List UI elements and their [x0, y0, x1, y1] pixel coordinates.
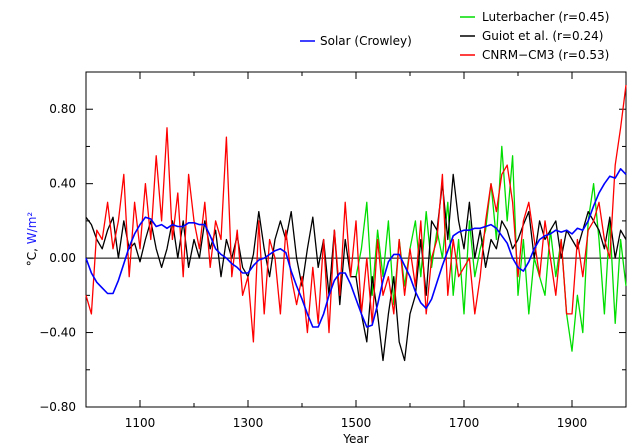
x-tick-label: 1500 [341, 416, 372, 430]
y-tick-label: −0.40 [39, 326, 76, 340]
series-line-cnrmcm [85, 84, 627, 343]
legend-label-guiot: Guiot et al. (r=0.24) [482, 29, 603, 43]
y-axis-label: °C, W/m² [25, 212, 39, 267]
x-axis-label: Year [342, 432, 368, 446]
y-axis-label-units: °C, [25, 244, 39, 266]
y-tick-label: −0.80 [39, 400, 76, 414]
y-tick-label: 0.80 [49, 102, 76, 116]
x-tick-label: 1100 [125, 416, 156, 430]
legend-right: Luterbacher (r=0.45) Guiot et al. (r=0.2… [460, 10, 609, 62]
series-layer [85, 84, 627, 362]
legend-solar: Solar (Crowley) [300, 34, 412, 48]
legend-label-cnrm: CNRM−CM3 (r=0.53) [482, 48, 609, 62]
x-axis-ticks: 1100 1300 1500 1700 1900 [85, 72, 627, 430]
y-axis-label-power-units: W/m² [25, 212, 39, 245]
legend-label-solar: Solar (Crowley) [320, 34, 412, 48]
y-tick-label: 0.40 [49, 177, 76, 191]
x-tick-label: 1300 [233, 416, 264, 430]
x-tick-label: 1700 [449, 416, 480, 430]
x-tick-label: 1900 [557, 416, 588, 430]
series-line-solar [85, 168, 627, 328]
y-axis-ticks: −0.80 −0.40 0.00 0.40 0.80 [39, 102, 626, 414]
series-line-guiot [85, 173, 627, 362]
y-tick-label: 0.00 [49, 251, 76, 265]
legend-label-luterbacher: Luterbacher (r=0.45) [482, 10, 609, 24]
